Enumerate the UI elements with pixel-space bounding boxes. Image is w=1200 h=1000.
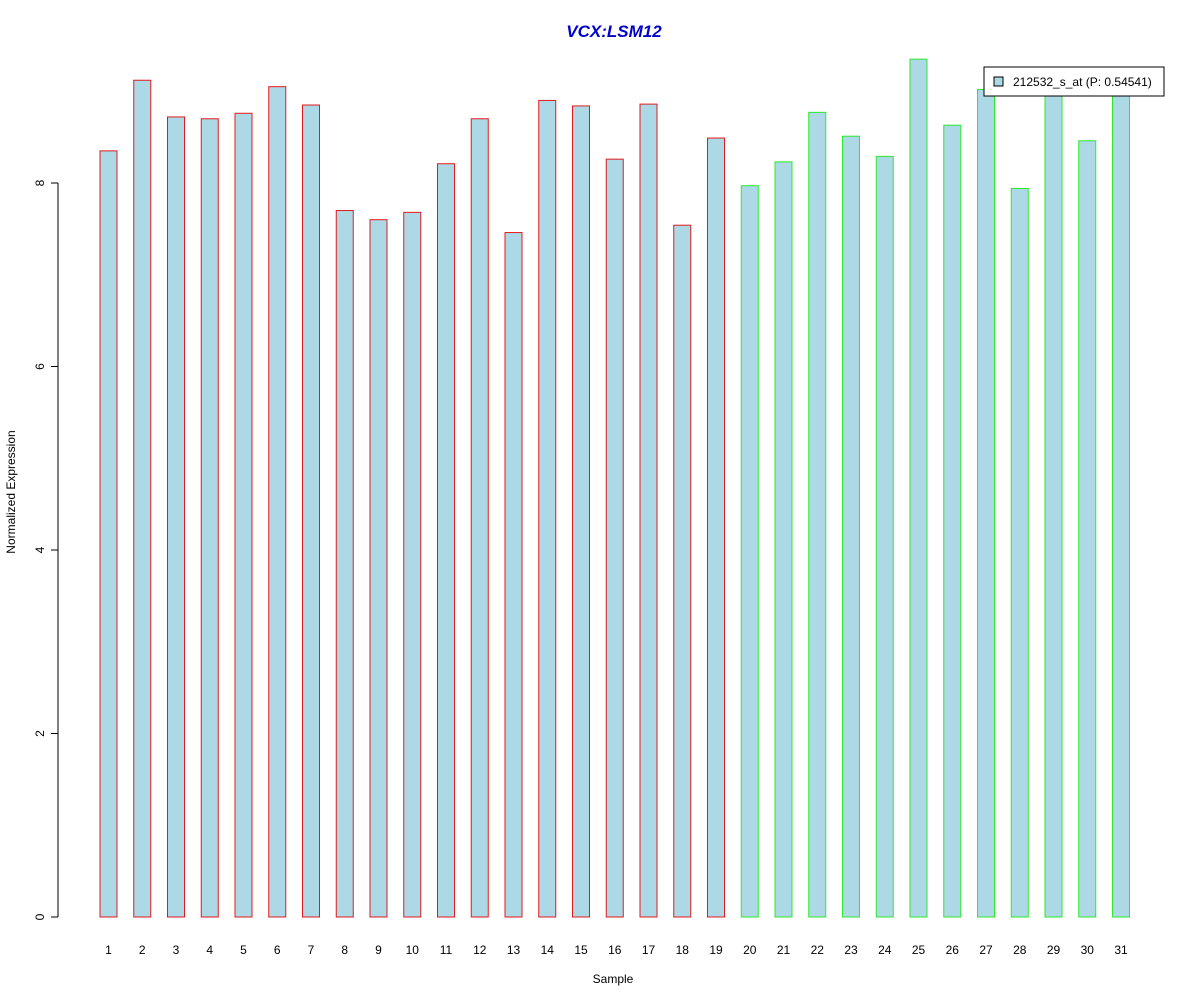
x-tick-label: 11 <box>440 943 453 957</box>
bar <box>335 210 354 918</box>
bar <box>167 116 185 918</box>
bar <box>403 211 422 918</box>
legend-label: 212532_s_at (P: 0.54541) <box>1013 75 1152 89</box>
bar <box>875 155 894 918</box>
bar <box>572 105 590 918</box>
legend-box <box>983 66 1165 97</box>
x-tick-label: 13 <box>507 943 521 957</box>
x-tick-label: 16 <box>608 943 622 957</box>
bar <box>1010 188 1029 918</box>
y-axis-label: Normalized Expression <box>4 430 18 553</box>
x-tick-label: 31 <box>1114 943 1128 957</box>
x-tick-label: 27 <box>979 943 993 957</box>
bar <box>369 219 388 918</box>
bar <box>909 58 928 918</box>
bar <box>99 150 118 918</box>
bar <box>774 161 793 918</box>
x-tick-label: 24 <box>878 943 892 957</box>
x-tick-label: 18 <box>676 943 690 957</box>
bar <box>200 118 219 918</box>
bar <box>1078 140 1097 918</box>
x-tick-label: 17 <box>642 943 656 957</box>
legend: 212532_s_at (P: 0.54541) <box>983 66 1165 97</box>
x-tick-label: 10 <box>406 943 420 957</box>
x-tick-label: 9 <box>375 943 382 957</box>
x-tick-label: 21 <box>777 943 791 957</box>
bar <box>268 86 287 918</box>
bar <box>673 224 692 918</box>
y-tick-label: 4 <box>33 546 47 553</box>
x-tick-label: 12 <box>473 943 487 957</box>
bar <box>133 79 152 918</box>
y-axis: 0 2 4 6 8 <box>33 179 59 920</box>
bar <box>977 88 995 918</box>
x-tick-label: 1 <box>105 943 112 957</box>
x-tick-label: 14 <box>541 943 555 957</box>
y-tick-label: 8 <box>33 179 47 186</box>
legend-swatch <box>993 76 1004 87</box>
bar <box>740 185 759 918</box>
x-tick-label: 26 <box>946 943 960 957</box>
bar <box>234 112 253 918</box>
y-tick-label: 6 <box>33 363 47 370</box>
bar <box>504 232 523 918</box>
x-tick-label: 28 <box>1013 943 1027 957</box>
bar <box>1044 87 1063 918</box>
x-tick-label: 4 <box>206 943 213 957</box>
bar <box>808 111 827 918</box>
x-tick-label: 5 <box>240 943 247 957</box>
x-tick-label: 15 <box>574 943 588 957</box>
y-tick-label: 2 <box>33 730 47 737</box>
x-tick-label: 23 <box>844 943 858 957</box>
bar <box>437 163 455 918</box>
bar <box>302 104 320 918</box>
x-tick-label: 7 <box>308 943 315 957</box>
bar <box>538 99 557 918</box>
x-tick-label: 22 <box>811 943 825 957</box>
bar <box>639 103 658 918</box>
bar <box>605 158 624 918</box>
x-tick-label: 6 <box>274 943 281 957</box>
x-tick-label: 20 <box>743 943 757 957</box>
bar <box>470 118 489 918</box>
y-tick-label: 0 <box>33 913 47 920</box>
x-tick-label: 30 <box>1081 943 1095 957</box>
bar <box>1112 88 1130 918</box>
x-tick-labels: 1 2 3 4 5 6 7 8 9 10 11 12 13 14 15 16 17 18 19 20 21 22 23 24 2… <box>105 943 1128 957</box>
x-axis-label: Sample <box>593 972 634 986</box>
bars-group <box>99 58 1130 918</box>
bar <box>943 124 962 918</box>
chart-title: VCX:LSM12 <box>566 22 662 41</box>
x-tick-label: 29 <box>1047 943 1061 957</box>
x-tick-label: 2 <box>139 943 146 957</box>
x-tick-label: 3 <box>173 943 180 957</box>
x-tick-label: 25 <box>912 943 926 957</box>
bar <box>842 135 860 918</box>
bar <box>707 137 725 918</box>
x-tick-label: 19 <box>709 943 723 957</box>
x-tick-label: 8 <box>341 943 348 957</box>
